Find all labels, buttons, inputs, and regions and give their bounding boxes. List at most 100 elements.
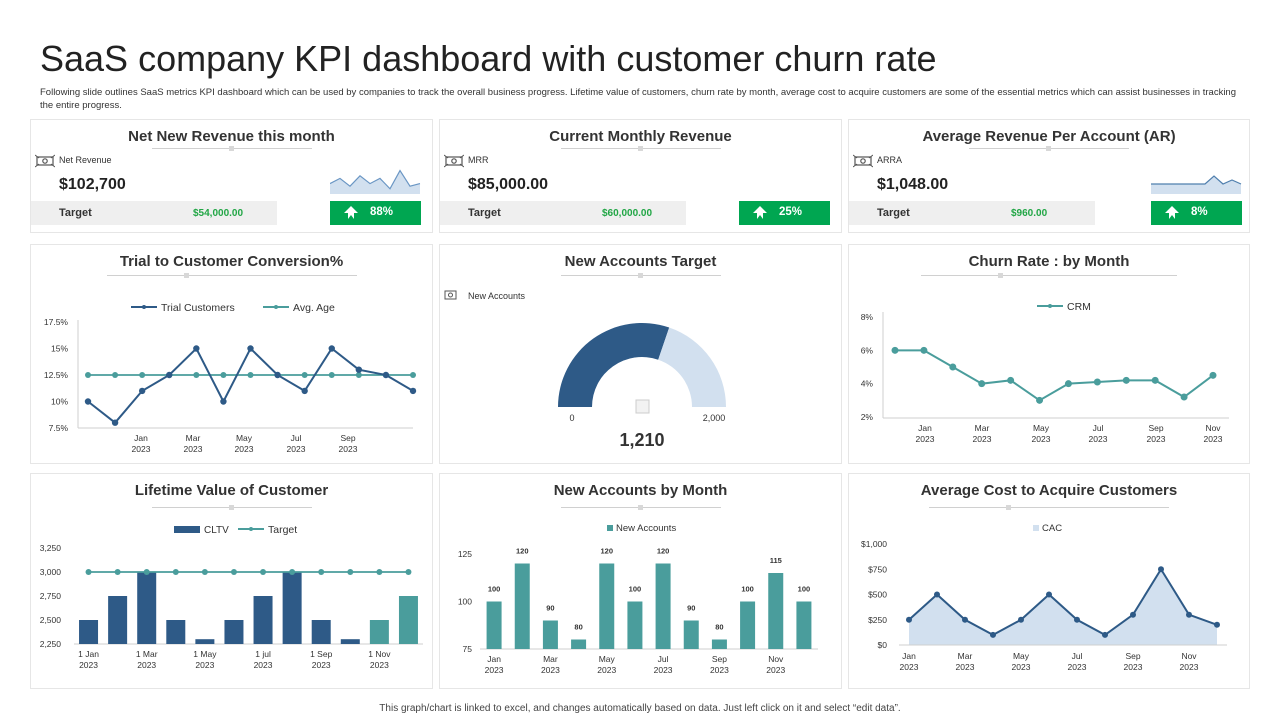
cac-point xyxy=(1102,631,1108,638)
x-tick-label: 1 jul xyxy=(255,649,271,659)
x-tick-label: Nov xyxy=(1181,651,1197,661)
y-tick-label: 15% xyxy=(51,344,68,354)
gauge-max-label: 2,000 xyxy=(703,413,726,423)
y-tick-label: 8% xyxy=(861,312,874,322)
x-tick-label: Mar xyxy=(975,423,990,433)
x-tick-label: Jan xyxy=(918,423,932,433)
kpi-card-current-monthly-revenue[interactable]: Current Monthly Revenue MRR $85,000.00 T… xyxy=(439,119,842,233)
crm-point xyxy=(1151,376,1159,384)
crm-point xyxy=(1122,376,1130,384)
x-tick-label: 2023 xyxy=(1068,662,1087,672)
x-tick-label: 2023 xyxy=(1180,662,1199,672)
chart-card-new-accounts-by-month[interactable]: New Accounts by Month 125 100 75 Jan 2023 Mar… xyxy=(439,473,842,689)
up-arrow-icon xyxy=(344,206,358,219)
kpi-title: Current Monthly Revenue xyxy=(549,128,732,145)
cac-point xyxy=(1214,621,1220,628)
y-tick-label: 3,000 xyxy=(40,567,62,577)
x-tick-label: 2023 xyxy=(1124,662,1143,672)
x-tick-label: 2023 xyxy=(132,444,151,454)
x-tick-label: 2023 xyxy=(370,660,389,670)
x-tick-label: Nov xyxy=(768,654,784,664)
kpi-card-average-revenue-per-account[interactable]: Average Revenue Per Account (AR) ARRA $1… xyxy=(848,119,1250,233)
trial-customers-point xyxy=(274,371,281,379)
x-tick-label: 2023 xyxy=(1032,434,1051,444)
kpi-card-net-new-revenue[interactable]: Net New Revenue this month Net Revenue $… xyxy=(30,119,433,233)
x-tick-label: Jul xyxy=(658,654,669,664)
x-tick-label: Mar xyxy=(543,654,558,664)
sparkline-area xyxy=(1151,176,1241,194)
cltv-bar xyxy=(253,596,273,644)
money-icon xyxy=(35,154,55,168)
new-accounts-bar xyxy=(768,573,784,649)
y-tick-label: 6% xyxy=(861,345,874,355)
chart-card-churn-rate[interactable]: Churn Rate : by Month 8% 6% 4% 2% Jan 2023 Mar… xyxy=(848,244,1250,464)
crm-point xyxy=(920,346,928,354)
chart-card-new-accounts-target[interactable]: New Accounts Target New Accounts 0 2,000 1,… xyxy=(439,244,842,464)
x-tick-label: 1 Jan xyxy=(78,649,99,659)
bar-value-label: 100 xyxy=(488,585,501,594)
target-point xyxy=(260,569,267,575)
bar-value-label: 120 xyxy=(516,547,529,556)
chart-title: Churn Rate : by Month xyxy=(968,253,1130,270)
x-tick-label: Jan xyxy=(487,654,501,664)
chart-title: Lifetime Value of Customer xyxy=(134,482,329,499)
x-tick-label: 2023 xyxy=(710,665,729,675)
new-accounts-bar xyxy=(486,601,502,649)
trial-customers-point xyxy=(111,419,119,426)
y-tick-label: 2,250 xyxy=(40,639,62,649)
y-tick-label: 100 xyxy=(458,597,472,607)
x-tick-label: 2023 xyxy=(485,665,504,675)
legend-label: CLTV xyxy=(204,525,229,536)
kpi-target-label: Target xyxy=(468,207,501,219)
legend-label: Target xyxy=(268,524,297,536)
x-tick-label: Jan xyxy=(134,433,148,443)
trial-customers-point xyxy=(138,387,146,395)
gauge-value-arc xyxy=(558,323,670,407)
chart-card-cac[interactable]: Average Cost to Acquire Customers $1,000… xyxy=(848,473,1250,689)
trial-customers-point xyxy=(355,366,363,373)
bar-value-label: 100 xyxy=(798,585,811,594)
target-point xyxy=(172,569,179,575)
crm-point xyxy=(1180,393,1188,401)
crm-point xyxy=(949,363,957,371)
y-tick-label: 2,750 xyxy=(40,591,62,601)
y-tick-label: $750 xyxy=(868,564,887,574)
cac-point xyxy=(906,616,912,623)
y-tick-label: $1,000 xyxy=(861,539,887,549)
x-tick-label: 2023 xyxy=(137,660,156,670)
legend-label: Avg. Age xyxy=(293,302,335,314)
chart-card-trial-conversion[interactable]: Trial to Customer Conversion% 17.5% 15% 12… xyxy=(30,244,433,464)
x-tick-label: 2023 xyxy=(1147,434,1166,444)
chart-card-lifetime-value[interactable]: Lifetime Value of Customer 3,250 3,000 2,7… xyxy=(30,473,433,689)
gauge-value-label: 1,210 xyxy=(619,430,664,450)
x-tick-label: Sep xyxy=(340,433,355,443)
target-point xyxy=(85,569,92,575)
page-subtitle: Following slide outlines SaaS metrics KP… xyxy=(40,87,1236,111)
x-tick-label: Sep xyxy=(1148,423,1163,433)
target-point xyxy=(289,569,296,575)
kpi-sparkline xyxy=(330,169,421,194)
crm-point xyxy=(891,346,899,354)
legend-icon xyxy=(448,292,453,298)
kpi-label: Net Revenue xyxy=(59,155,112,165)
x-tick-label: 2023 xyxy=(1204,434,1223,444)
new-accounts-bar xyxy=(599,563,615,649)
kpi-label: MRR xyxy=(468,155,489,165)
y-tick-label: 2% xyxy=(861,412,874,422)
new-accounts-bar xyxy=(627,601,643,649)
kpi-change-badge: 88% xyxy=(330,201,421,225)
legend-marker xyxy=(274,305,278,309)
cac-point xyxy=(990,631,996,638)
series-line-cac xyxy=(908,567,1218,637)
legend-label: Trial Customers xyxy=(161,302,235,314)
sparkline-line xyxy=(1151,175,1242,185)
cltv-bar xyxy=(282,572,302,644)
avg-age-point xyxy=(112,372,119,378)
cltv-bar xyxy=(195,639,215,644)
x-tick-label: 2023 xyxy=(541,665,560,675)
y-tick-label: 125 xyxy=(458,549,472,559)
x-tick-label: 2023 xyxy=(195,660,214,670)
y-tick-label: 4% xyxy=(861,379,874,389)
cac-point xyxy=(1018,616,1024,623)
